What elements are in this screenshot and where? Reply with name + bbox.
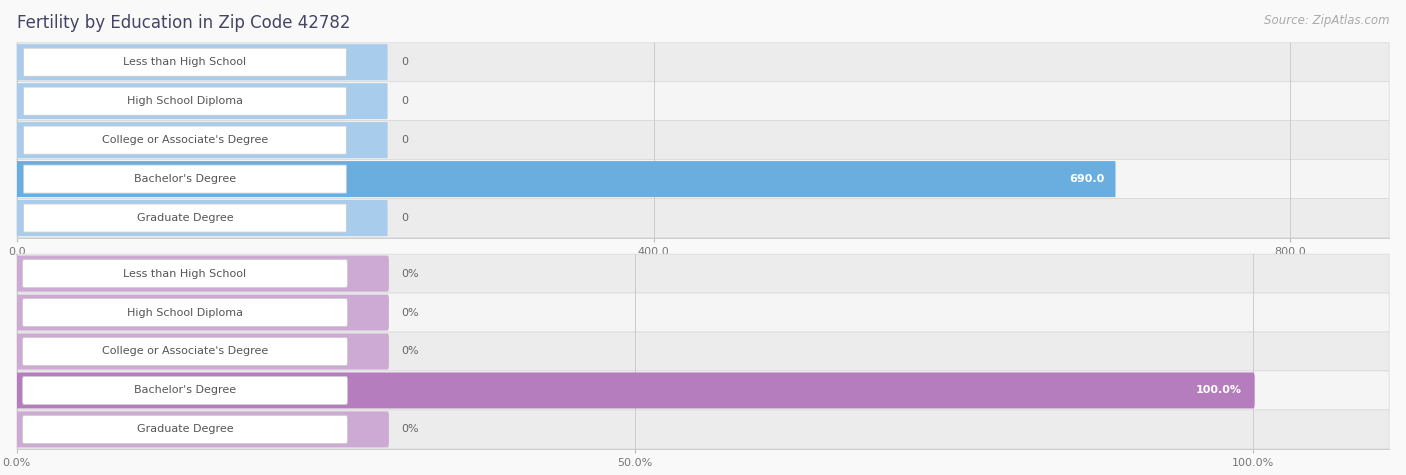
FancyBboxPatch shape (17, 43, 1389, 82)
Text: Source: ZipAtlas.com: Source: ZipAtlas.com (1264, 14, 1389, 27)
FancyBboxPatch shape (22, 337, 347, 366)
FancyBboxPatch shape (22, 415, 347, 444)
FancyBboxPatch shape (17, 293, 1389, 332)
Text: 0: 0 (401, 96, 408, 106)
FancyBboxPatch shape (22, 259, 347, 288)
Text: 0%: 0% (401, 346, 419, 357)
Text: 0: 0 (401, 57, 408, 67)
Text: Bachelor's Degree: Bachelor's Degree (134, 385, 236, 396)
Text: High School Diploma: High School Diploma (127, 96, 243, 106)
FancyBboxPatch shape (17, 332, 1389, 371)
Text: Graduate Degree: Graduate Degree (136, 213, 233, 223)
Text: 0: 0 (401, 135, 408, 145)
Text: 100.0%: 100.0% (1197, 385, 1241, 396)
Text: Fertility by Education in Zip Code 42782: Fertility by Education in Zip Code 42782 (17, 14, 350, 32)
FancyBboxPatch shape (24, 87, 346, 115)
FancyBboxPatch shape (15, 294, 389, 331)
FancyBboxPatch shape (17, 371, 1389, 410)
FancyBboxPatch shape (24, 204, 346, 232)
FancyBboxPatch shape (17, 199, 1389, 238)
FancyBboxPatch shape (17, 122, 388, 158)
FancyBboxPatch shape (17, 254, 1389, 293)
FancyBboxPatch shape (24, 126, 346, 154)
Text: College or Associate's Degree: College or Associate's Degree (101, 346, 269, 357)
FancyBboxPatch shape (17, 44, 388, 80)
FancyBboxPatch shape (15, 256, 389, 292)
Text: High School Diploma: High School Diploma (127, 307, 243, 318)
Text: 690.0: 690.0 (1069, 174, 1104, 184)
Text: Bachelor's Degree: Bachelor's Degree (134, 174, 236, 184)
FancyBboxPatch shape (17, 82, 1389, 121)
FancyBboxPatch shape (24, 48, 346, 76)
FancyBboxPatch shape (17, 410, 1389, 449)
Text: 0%: 0% (401, 424, 419, 435)
FancyBboxPatch shape (15, 372, 1254, 408)
FancyBboxPatch shape (24, 165, 346, 193)
Text: 0%: 0% (401, 268, 419, 279)
FancyBboxPatch shape (22, 376, 347, 405)
Text: 0: 0 (401, 213, 408, 223)
FancyBboxPatch shape (17, 121, 1389, 160)
Text: Graduate Degree: Graduate Degree (136, 424, 233, 435)
FancyBboxPatch shape (15, 411, 389, 447)
Text: 0%: 0% (401, 307, 419, 318)
FancyBboxPatch shape (17, 161, 1115, 197)
FancyBboxPatch shape (22, 298, 347, 327)
Text: Less than High School: Less than High School (124, 57, 246, 67)
Text: College or Associate's Degree: College or Associate's Degree (101, 135, 269, 145)
FancyBboxPatch shape (17, 83, 388, 119)
FancyBboxPatch shape (15, 333, 389, 370)
FancyBboxPatch shape (17, 160, 1389, 199)
FancyBboxPatch shape (17, 200, 388, 236)
Text: Less than High School: Less than High School (124, 268, 246, 279)
